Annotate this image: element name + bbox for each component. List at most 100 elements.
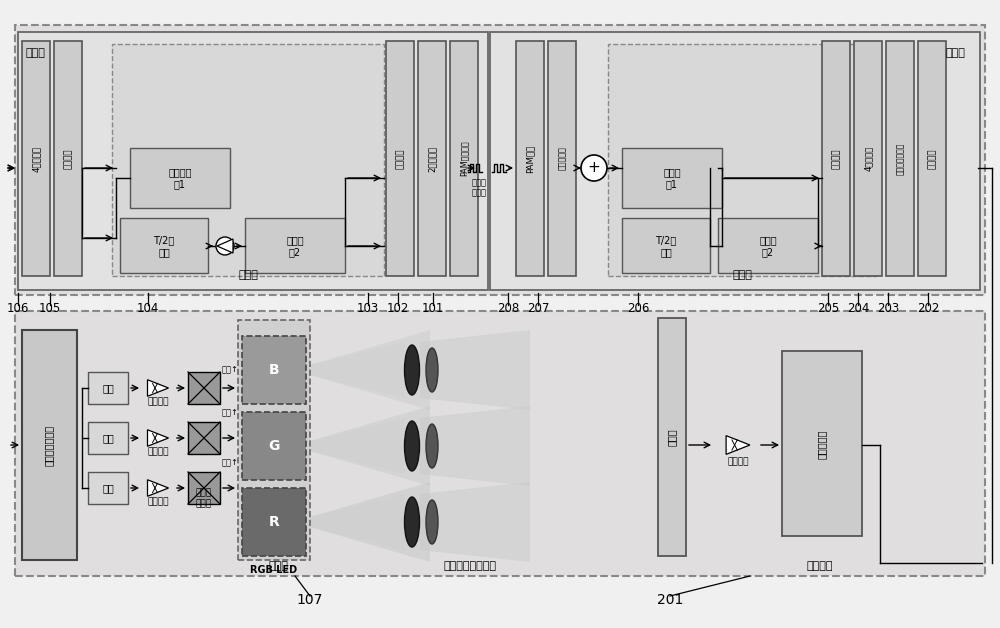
Polygon shape	[148, 480, 168, 496]
Text: 208: 208	[497, 301, 519, 315]
Bar	[886, 41, 914, 276]
Text: 204: 204	[847, 301, 869, 315]
Bar	[608, 44, 876, 276]
Bar	[54, 41, 82, 276]
Text: 电放大器: 电放大器	[147, 397, 169, 406]
Text: PAM符号映射: PAM符号映射	[460, 141, 468, 176]
Ellipse shape	[404, 345, 420, 395]
Circle shape	[216, 237, 234, 255]
Ellipse shape	[426, 424, 438, 468]
Text: 203: 203	[877, 301, 899, 315]
Polygon shape	[420, 482, 530, 562]
Bar	[188, 422, 220, 454]
Bar	[88, 372, 128, 404]
Bar	[490, 32, 980, 290]
Bar	[188, 372, 220, 404]
Bar	[15, 311, 985, 576]
Polygon shape	[310, 482, 430, 562]
Bar	[88, 472, 128, 504]
Text: 电放大器: 电放大器	[727, 457, 749, 466]
Bar	[622, 148, 722, 208]
Text: 编码器: 编码器	[238, 270, 258, 280]
Text: T/2延
迟器: T/2延 迟器	[655, 236, 677, 257]
Text: 任意波形发生器: 任意波形发生器	[44, 425, 54, 465]
Text: 105: 105	[39, 301, 61, 315]
Text: R: R	[269, 515, 279, 529]
Text: 发射机: 发射机	[268, 561, 288, 571]
Bar	[918, 41, 946, 276]
Text: 201: 201	[657, 593, 683, 607]
Text: 后均衡算法: 后均衡算法	[558, 146, 566, 170]
Text: 交直流
耦合器: 交直流 耦合器	[196, 489, 212, 508]
Text: 106: 106	[7, 301, 29, 315]
Polygon shape	[310, 418, 405, 474]
Text: 符号序
列2: 符号序 列2	[759, 236, 777, 257]
Ellipse shape	[426, 500, 438, 544]
Bar	[120, 218, 208, 273]
Text: 并串转换: 并串转换	[396, 148, 404, 169]
Text: 107: 107	[297, 593, 323, 607]
Text: 二进制
比特流: 二进制 比特流	[472, 178, 487, 197]
Bar	[516, 41, 544, 276]
Polygon shape	[148, 380, 168, 396]
Text: 电放大器: 电放大器	[147, 497, 169, 506]
Text: 实验装置: 实验装置	[807, 561, 833, 571]
Polygon shape	[310, 342, 405, 398]
Text: 103: 103	[357, 301, 379, 315]
Text: 101: 101	[422, 301, 444, 315]
Text: T/2延
迟器: T/2延 迟器	[153, 236, 175, 257]
Text: 接收信号归一化: 接收信号归一化	[896, 143, 904, 175]
Text: 均衡: 均衡	[102, 383, 114, 393]
Text: 直流↑: 直流↑	[222, 458, 239, 467]
Text: 104: 104	[137, 301, 159, 315]
Polygon shape	[310, 494, 405, 550]
Polygon shape	[726, 436, 750, 454]
Ellipse shape	[404, 497, 420, 547]
Bar	[450, 41, 478, 276]
Text: 接收机: 接收机	[667, 428, 677, 446]
Bar	[130, 148, 230, 208]
Bar	[188, 472, 220, 504]
Text: PAM解码: PAM解码	[526, 144, 534, 173]
Text: 207: 207	[527, 301, 549, 315]
Text: 符号序
列2: 符号序 列2	[286, 236, 304, 257]
Bar	[622, 218, 710, 273]
Bar	[88, 422, 128, 454]
Text: 聚焦透镜和滤光片: 聚焦透镜和滤光片	[444, 561, 496, 571]
Bar	[242, 412, 306, 480]
Bar	[112, 44, 384, 276]
Text: 均衡: 均衡	[102, 483, 114, 493]
Text: 非并转换: 非并转换	[832, 148, 840, 169]
Text: 直流↑: 直流↑	[222, 365, 239, 374]
Bar	[782, 351, 862, 536]
Polygon shape	[217, 239, 233, 253]
Text: 解码器: 解码器	[732, 270, 752, 280]
Bar	[418, 41, 446, 276]
Text: 接收端: 接收端	[945, 48, 965, 58]
Text: 均衡: 均衡	[102, 433, 114, 443]
Text: G: G	[268, 439, 280, 453]
Bar	[242, 336, 306, 404]
Text: 电放大器: 电放大器	[147, 447, 169, 456]
Text: 符号序
列1: 符号序 列1	[663, 167, 681, 189]
Text: 实时示波器: 实时示波器	[817, 430, 827, 458]
Bar	[245, 218, 345, 273]
Text: 4倍降采样: 4倍降采样	[864, 146, 872, 171]
Polygon shape	[420, 406, 530, 486]
Bar	[386, 41, 414, 276]
Text: 并串转换: 并串转换	[64, 148, 72, 169]
Bar	[658, 318, 686, 556]
Ellipse shape	[426, 348, 438, 392]
Text: 发射端: 发射端	[25, 48, 45, 58]
Circle shape	[581, 155, 607, 181]
Polygon shape	[310, 406, 430, 486]
Text: 直流↑: 直流↑	[222, 408, 239, 418]
Text: 102: 102	[387, 301, 409, 315]
Text: RGB LED: RGB LED	[250, 565, 298, 575]
Bar	[22, 41, 50, 276]
Text: 4倍上采样: 4倍上采样	[32, 146, 40, 171]
Polygon shape	[148, 430, 168, 447]
Bar	[242, 488, 306, 556]
Text: +: +	[588, 161, 600, 175]
Bar	[18, 32, 488, 290]
